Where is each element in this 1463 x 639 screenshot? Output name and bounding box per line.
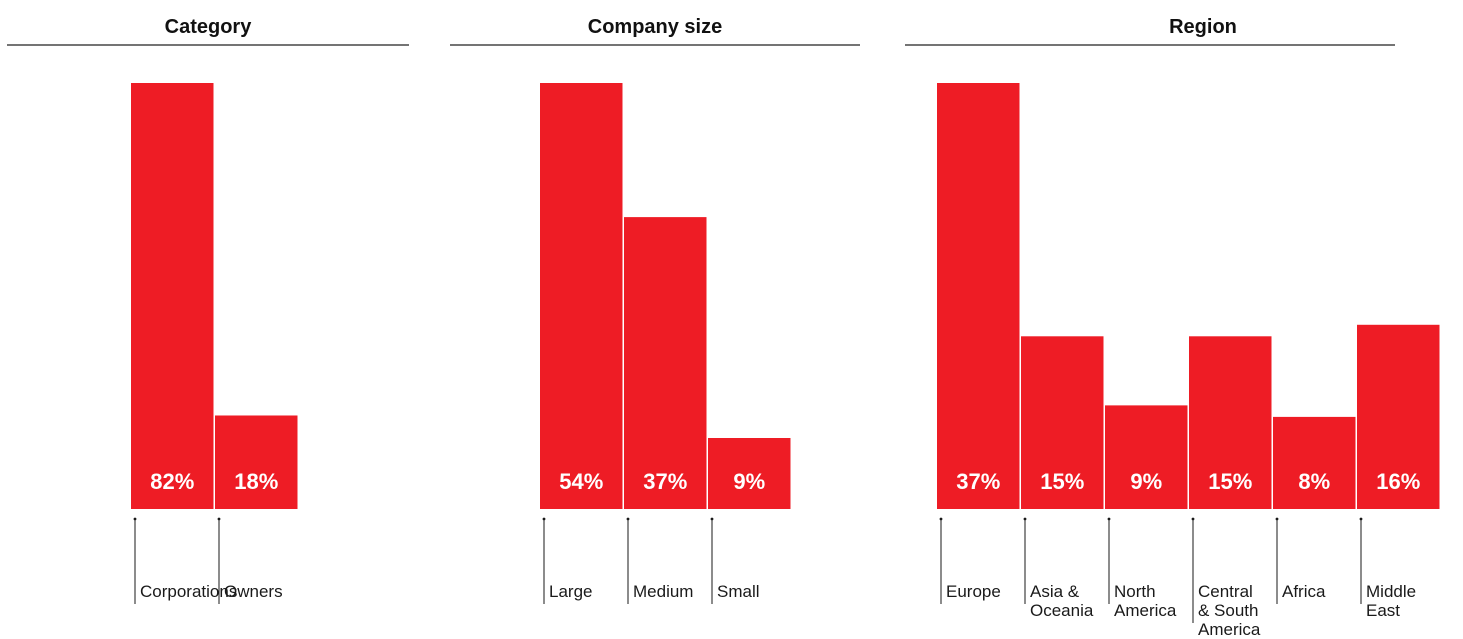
bar-value-label: 37% bbox=[956, 469, 1000, 494]
chart-title: Company size bbox=[588, 16, 722, 38]
category-label-line: North bbox=[1114, 582, 1156, 601]
bar bbox=[1357, 324, 1440, 509]
category-label-line: Central bbox=[1198, 582, 1253, 601]
category-label: Corporations bbox=[140, 582, 237, 601]
category-label-line: Asia & bbox=[1030, 582, 1080, 601]
chart-title: Region bbox=[1169, 16, 1237, 38]
category-label-line: Medium bbox=[633, 582, 693, 601]
bar-value-label: 37% bbox=[643, 469, 687, 494]
bar-value-label: 9% bbox=[1130, 469, 1162, 494]
bar bbox=[131, 83, 214, 509]
bar-value-label: 15% bbox=[1208, 469, 1252, 494]
bar bbox=[624, 217, 707, 509]
category-label: Small bbox=[717, 582, 760, 601]
category-label-line: Africa bbox=[1282, 582, 1326, 601]
bar-value-label: 82% bbox=[150, 469, 194, 494]
category-label: North America bbox=[1114, 582, 1177, 620]
category-label-line: & South bbox=[1198, 601, 1259, 620]
bar bbox=[708, 438, 791, 509]
category-label-line: East bbox=[1366, 601, 1400, 620]
bar bbox=[215, 415, 298, 509]
category-label-line: America bbox=[1114, 601, 1177, 620]
bar bbox=[1273, 416, 1356, 509]
category-label: Middle East bbox=[1366, 582, 1416, 620]
category-label-line: Owners bbox=[224, 582, 283, 601]
leader-dot bbox=[542, 517, 546, 521]
leader-dot bbox=[626, 517, 630, 521]
bar-value-label: 16% bbox=[1376, 469, 1420, 494]
leader-dot bbox=[217, 517, 221, 521]
bar bbox=[937, 83, 1020, 509]
category-label: Africa bbox=[1282, 582, 1326, 601]
bar-value-label: 54% bbox=[559, 469, 603, 494]
bar-value-label: 8% bbox=[1298, 469, 1330, 494]
category-label: Europe bbox=[946, 582, 1001, 601]
leader-dot bbox=[1275, 517, 1279, 521]
category-label: Central & South America bbox=[1198, 582, 1261, 639]
bar bbox=[540, 83, 623, 509]
leader-dot bbox=[1023, 517, 1027, 521]
bar-value-label: 15% bbox=[1040, 469, 1084, 494]
leader-dot bbox=[1107, 517, 1111, 521]
bar-value-label: 9% bbox=[733, 469, 765, 494]
chart-title: Category bbox=[165, 16, 253, 38]
chart-panel-company-size: Company size 54% Large 37% Medium 9% Small bbox=[450, 16, 860, 604]
category-label-line: America bbox=[1198, 620, 1261, 639]
category-label-line: Oceania bbox=[1030, 601, 1094, 620]
category-label-line: Small bbox=[717, 582, 760, 601]
bar bbox=[1105, 405, 1188, 509]
leader-dot bbox=[939, 517, 943, 521]
category-label-line: Europe bbox=[946, 582, 1001, 601]
bar bbox=[1021, 336, 1104, 509]
category-label-line: Large bbox=[549, 582, 592, 601]
category-label: Large bbox=[549, 582, 592, 601]
category-label: Owners bbox=[224, 582, 283, 601]
category-label: Medium bbox=[633, 582, 693, 601]
leader-dot bbox=[710, 517, 714, 521]
category-label-line: Corporations bbox=[140, 582, 237, 601]
category-label: Asia & Oceania bbox=[1030, 582, 1094, 620]
leader-dot bbox=[1191, 517, 1195, 521]
leader-dot bbox=[1359, 517, 1363, 521]
chart-panel-category: Category 82% Corporations 18% Owners bbox=[7, 16, 409, 604]
bar-value-label: 18% bbox=[234, 469, 278, 494]
category-label-line: Middle bbox=[1366, 582, 1416, 601]
bar bbox=[1189, 336, 1272, 509]
leader-dot bbox=[133, 517, 137, 521]
